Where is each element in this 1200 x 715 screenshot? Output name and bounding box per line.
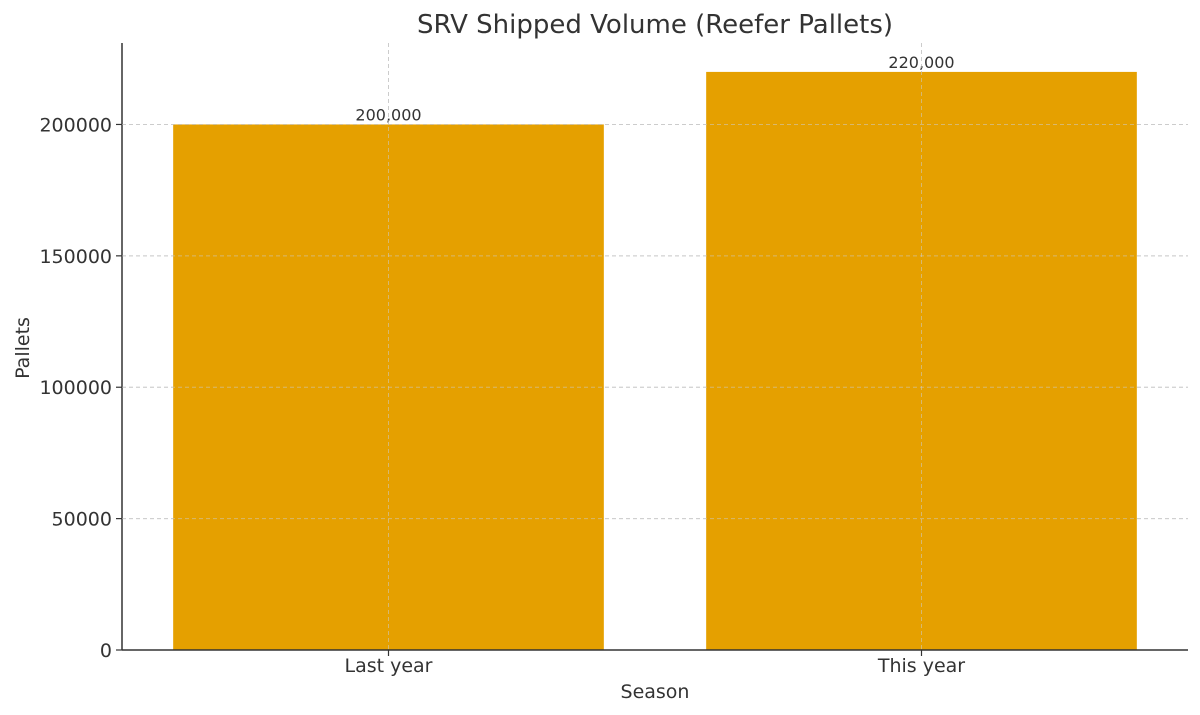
y-ticks: 0 50000 100000 150000 200000 [39,114,122,662]
y-tick-label: 0 [100,640,112,662]
y-tick-label: 50000 [52,509,112,531]
bars [173,71,1137,651]
y-axis-label: Pallets [12,317,34,379]
x-axis-label: Season [621,681,690,703]
y-tick-label: 150000 [39,246,112,268]
x-ticks: Last year This year [344,650,965,677]
x-tick-label: This year [877,655,965,677]
bar-value-label: 220,000 [888,53,954,72]
x-tick-label: Last year [344,655,432,677]
chart-title: SRV Shipped Volume (Reefer Pallets) [417,10,893,40]
axes [121,43,1188,651]
y-tick-label: 200000 [39,114,112,136]
y-tick-label: 100000 [39,377,112,399]
